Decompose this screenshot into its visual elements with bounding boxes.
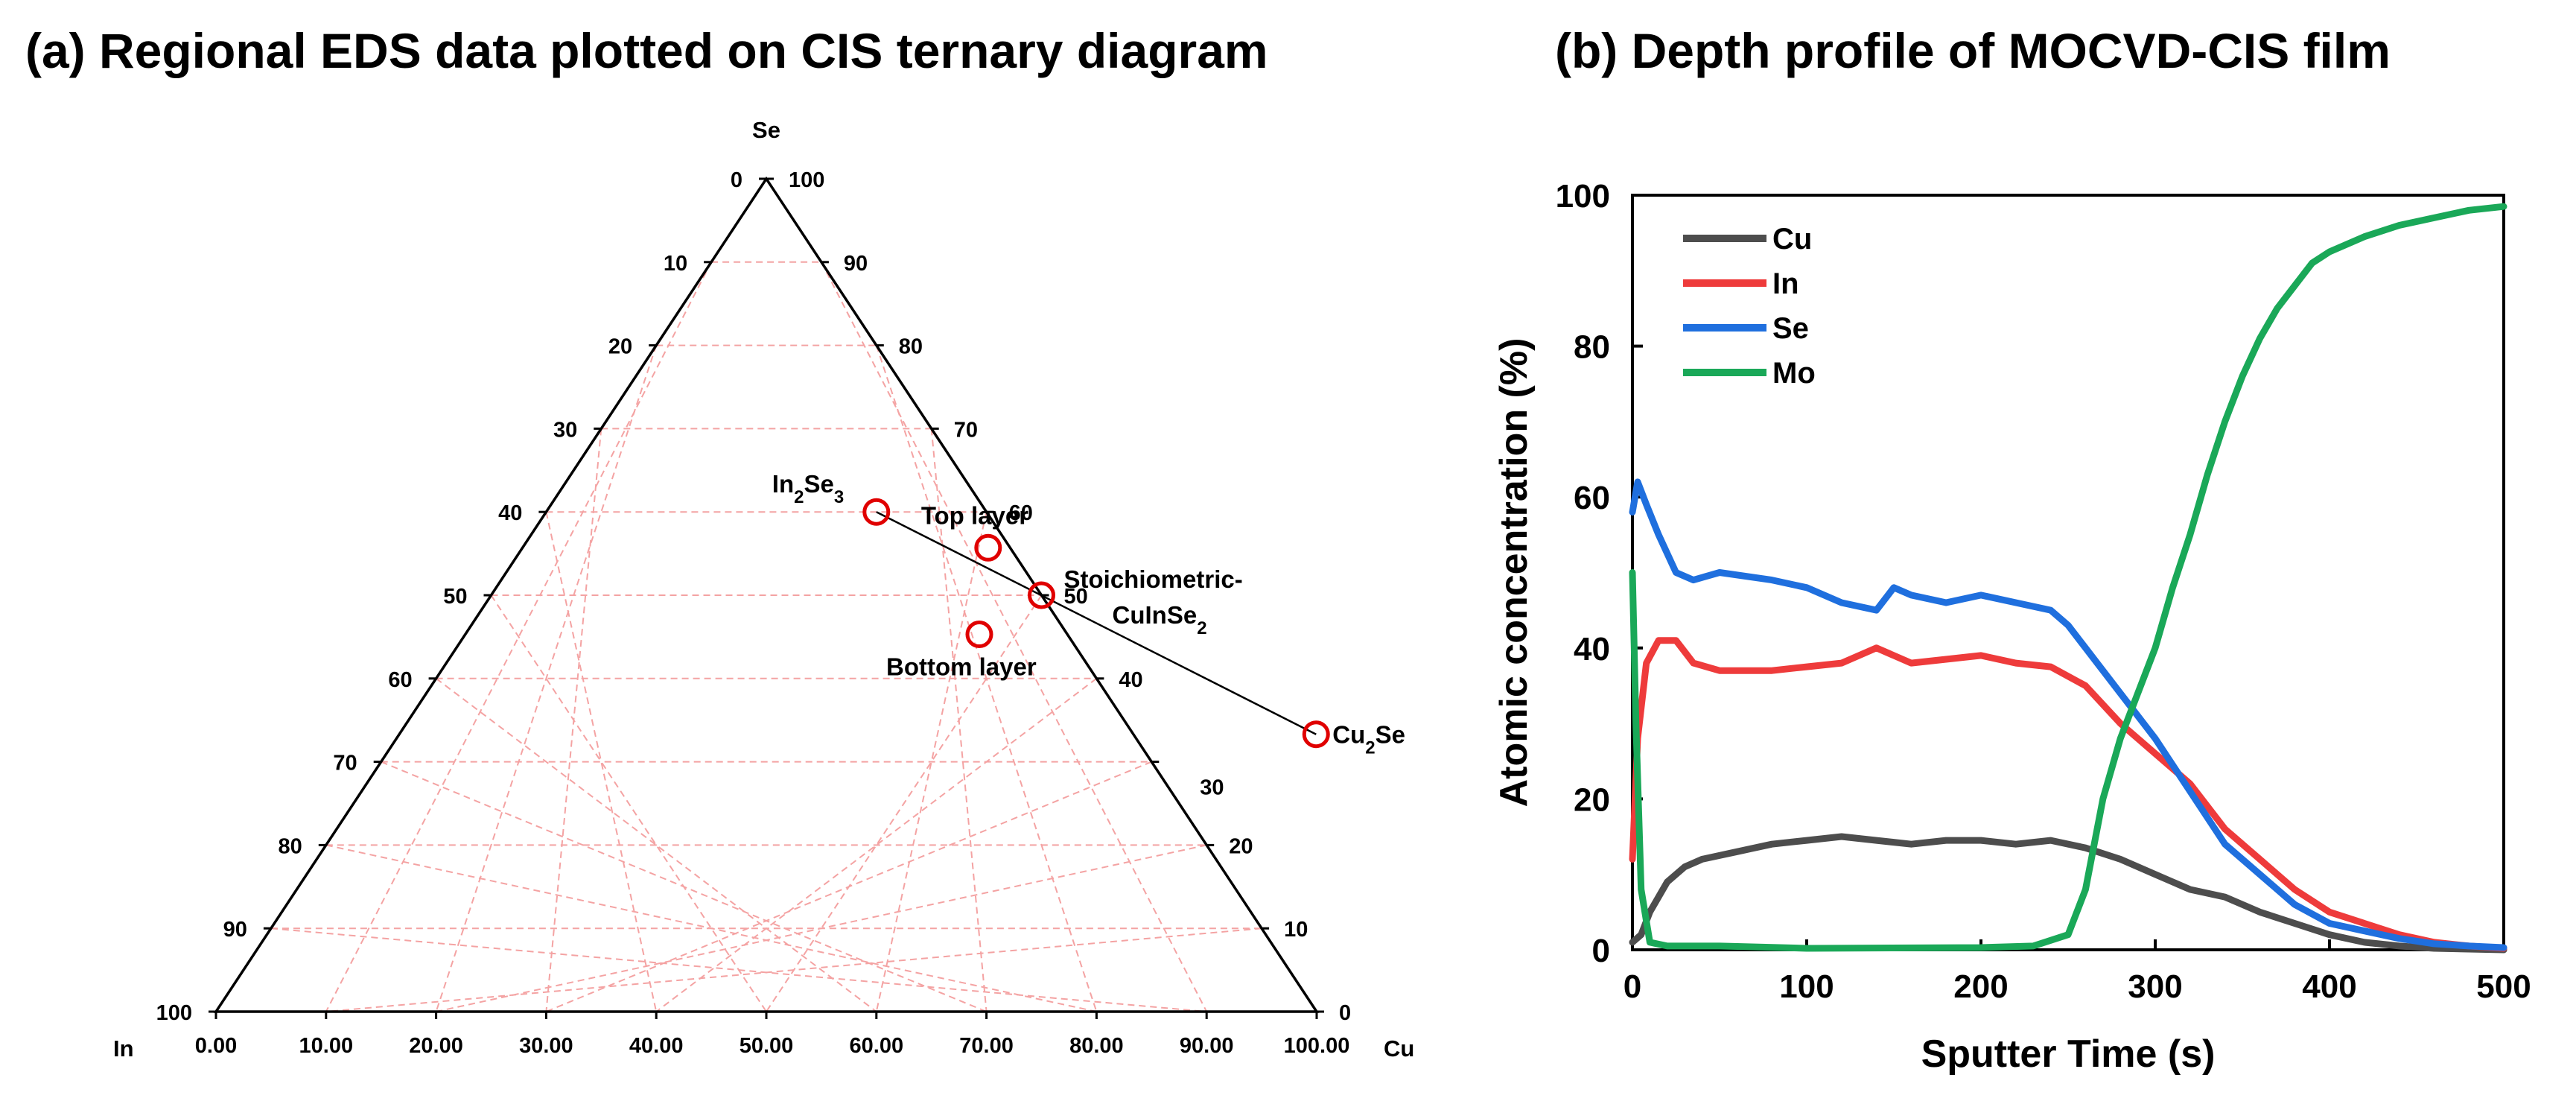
x-tick-label: 500 (2476, 968, 2531, 1005)
label-top-layer: Top layer (921, 501, 1028, 529)
right-tick-label: 10 (1284, 918, 1308, 942)
bottom-tick-label: 0.00 (195, 1034, 237, 1058)
grid-line-diag-b (655, 678, 1098, 1012)
bottom-tick-label: 60.00 (850, 1034, 904, 1058)
ternary-point (862, 498, 891, 526)
left-tick-label: 60 (388, 668, 412, 692)
right-tick-label: 30 (1200, 776, 1224, 800)
label-stoichiometric-line2: CuInSe2 (1113, 601, 1207, 638)
corner-label-right: Cu (1384, 1035, 1414, 1062)
legend-label-in: In (1772, 267, 1799, 300)
grid-line-diag-a (435, 678, 877, 1012)
right-tick-label: 100 (789, 168, 824, 192)
right-tick-label: 0 (1339, 1001, 1351, 1025)
bottom-tick-label: 10.00 (299, 1034, 354, 1058)
bottom-tick-label: 40.00 (629, 1034, 684, 1058)
legend-label-mo: Mo (1772, 357, 1816, 390)
grid-line-diag-a (490, 594, 767, 1012)
y-tick-label: 20 (1574, 781, 1610, 818)
label-bottom-layer: Bottom layer (886, 653, 1037, 681)
x-tick-label: 400 (2302, 968, 2356, 1005)
ternary-point (1028, 581, 1055, 609)
bottom-tick-label: 30.00 (519, 1034, 573, 1058)
left-tick-label: 90 (223, 918, 247, 942)
grid-line-diag-b (875, 511, 988, 1012)
right-tick-label: 60 (1009, 501, 1033, 525)
right-tick-label: 20 (1229, 834, 1253, 858)
series-line-mo (1629, 203, 2507, 952)
ternary-outline (213, 176, 1320, 1013)
grid-line-diag-b (766, 594, 1043, 1012)
right-tick-label: 70 (954, 418, 978, 442)
y-tick-label: 100 (1556, 178, 1610, 215)
y-tick-label: 80 (1574, 329, 1610, 366)
series-line-cu (1629, 833, 2507, 954)
bottom-tick-label: 50.00 (740, 1034, 794, 1058)
left-tick-label: 50 (443, 585, 467, 609)
y-tick-label: 60 (1574, 480, 1610, 516)
series-line-se (1629, 478, 2507, 951)
grid-line-diag-a (325, 261, 712, 1012)
series-line-in (1629, 637, 2507, 952)
ternary-point (1302, 720, 1330, 749)
bottom-tick-label: 70.00 (959, 1034, 1014, 1058)
legend-label-se: Se (1772, 312, 1809, 345)
x-tick-label: 200 (1953, 968, 2008, 1005)
label-cu2se: Cu2Se (1332, 721, 1405, 758)
y-tick-label: 40 (1574, 631, 1610, 667)
corner-label-left: In (113, 1035, 134, 1062)
ternary-grid (270, 261, 1262, 1012)
x-tick-label: 100 (1779, 968, 1834, 1005)
grid-line-diag-b (325, 927, 1262, 1012)
bottom-tick-label: 100.00 (1284, 1034, 1350, 1058)
left-tick-label: 30 (553, 418, 577, 442)
ternary-point (974, 533, 1002, 562)
corner-label-top: Se (752, 117, 780, 143)
panel-a-title: (a) Regional EDS data plotted on CIS ter… (25, 23, 1268, 78)
y-tick-label: 0 (1592, 933, 1610, 969)
x-tick-label: 0 (1623, 968, 1641, 1005)
ternary-point (965, 621, 993, 649)
legend-label-cu: Cu (1772, 223, 1812, 256)
bottom-tick-label: 20.00 (409, 1034, 463, 1058)
plot-frame (1631, 194, 2505, 951)
left-tick-label: 100 (156, 1001, 192, 1025)
left-tick-label: 70 (333, 752, 357, 775)
grid-line-diag-a (545, 511, 658, 1012)
label-in2se3: In2Se3 (772, 470, 844, 507)
right-tick-label: 80 (899, 335, 923, 359)
right-tick-label: 40 (1119, 668, 1142, 692)
panel-b-title: (b) Depth profile of MOCVD-CIS film (1555, 23, 2391, 78)
left-tick-label: 0 (731, 168, 742, 192)
x-axis-title: Sputter Time (s) (1921, 1033, 2216, 1076)
bottom-tick-label: 90.00 (1180, 1034, 1234, 1058)
depth-profile-chart: 0 100 200 300 400 500 0 20 40 60 80 100 Sputter Time… (1492, 178, 2531, 1076)
grid-line-diag-b (821, 261, 1208, 1012)
grid-line-diag-b (546, 761, 1152, 1012)
grid-line-diag-a (381, 761, 987, 1012)
label-stoichiometric-line1: Stoichiometric- (1064, 565, 1243, 593)
grid-line-diag-a (270, 927, 1207, 1012)
left-tick-label: 20 (608, 335, 632, 359)
x-tick-label: 300 (2128, 968, 2182, 1005)
right-tick-label: 50 (1064, 585, 1088, 609)
bottom-tick-label: 80.00 (1069, 1034, 1124, 1058)
left-tick-label: 10 (664, 252, 687, 276)
y-axis-title: Atomic concentration (%) (1492, 338, 1536, 808)
tie-line (876, 511, 1317, 735)
left-tick-label: 40 (498, 501, 522, 525)
grid-line-diag-a (435, 345, 658, 1012)
left-tick-label: 80 (279, 834, 302, 858)
right-tick-label: 90 (844, 252, 868, 276)
